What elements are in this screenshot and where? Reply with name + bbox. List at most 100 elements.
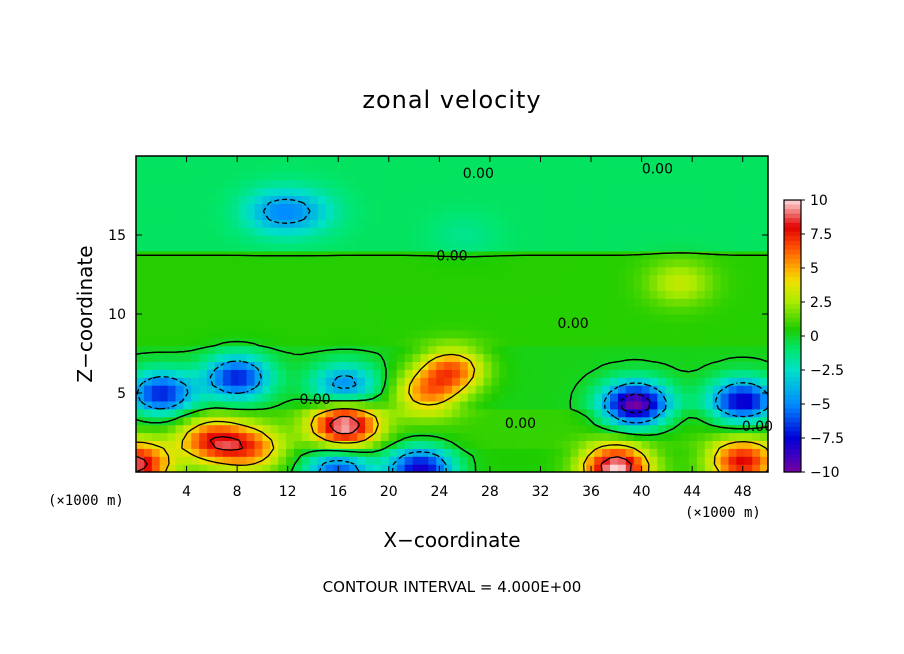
heatmap-cell [625, 211, 635, 220]
heatmap-cell [744, 448, 753, 457]
heatmap-cell [388, 361, 398, 370]
heatmap-cell [191, 266, 200, 276]
heatmap-cell [760, 242, 768, 252]
heatmap-cell [365, 235, 374, 244]
heatmap-cell [728, 211, 737, 220]
heatmap-cell [349, 424, 358, 434]
heatmap-cell [689, 385, 698, 394]
heatmap-cell [333, 314, 342, 323]
heatmap-cell [444, 440, 453, 449]
heatmap-cell [491, 250, 500, 260]
heatmap-cell [538, 377, 548, 386]
heatmap-cell [594, 314, 603, 323]
heatmap-cell [538, 440, 548, 449]
heatmap-cell [523, 456, 532, 465]
heatmap-cell [262, 329, 271, 339]
heatmap-cell [420, 227, 429, 236]
heatmap-cell [246, 266, 256, 276]
heatmap-cell [467, 290, 477, 299]
heatmap-cell [207, 274, 216, 283]
colorbar-segment [784, 336, 801, 342]
heatmap-cell [183, 306, 192, 315]
heatmap-cell [388, 321, 398, 331]
heatmap-cell [649, 329, 658, 339]
heatmap-cell [467, 227, 477, 236]
heatmap-cell [428, 298, 437, 307]
heatmap-cell [578, 416, 587, 426]
contour-label: 0.00 [300, 392, 331, 408]
x-axis: 4 8 12 16 20 24 28 32 36 40 44 48 [182, 156, 752, 500]
heatmap-cell [301, 464, 311, 472]
heatmap-cell [262, 203, 271, 212]
heatmap-cell [641, 203, 651, 212]
heatmap-cell [380, 282, 390, 291]
heatmap-cell [230, 400, 240, 410]
heatmap-cell [586, 361, 595, 370]
heatmap-cell [649, 369, 658, 378]
heatmap-cell [665, 456, 674, 465]
heatmap-cell [341, 258, 350, 268]
heatmap-cell [459, 400, 469, 410]
heatmap-cell [665, 377, 674, 386]
heatmap-cell [191, 227, 200, 236]
heatmap-cell [752, 416, 761, 426]
heatmap-cell [720, 290, 730, 299]
heatmap-cell [681, 266, 690, 276]
heatmap-cell [412, 361, 421, 370]
heatmap-cell [262, 163, 271, 173]
heatmap-cell [586, 298, 595, 307]
heatmap-cell [459, 179, 469, 189]
heatmap-cell [562, 242, 572, 252]
heatmap-cell [594, 242, 603, 252]
heatmap-cell [602, 179, 611, 189]
heatmap-cell [499, 321, 508, 331]
heatmap-cell [341, 298, 350, 307]
heatmap-cell [207, 424, 216, 434]
heatmap-cell [143, 440, 153, 449]
heatmap-cell [704, 195, 714, 204]
heatmap-cell [562, 321, 572, 331]
heatmap-cell [641, 250, 651, 260]
heatmap-cell [617, 195, 627, 204]
heatmap-cell [681, 329, 690, 339]
heatmap-cell [420, 377, 429, 386]
heatmap-cell [736, 242, 745, 252]
heatmap-cell [222, 345, 232, 355]
heatmap-cell [396, 385, 406, 394]
heatmap-cell [412, 456, 421, 465]
heatmap-cell [475, 242, 485, 252]
heatmap-cell [554, 314, 564, 323]
heatmap-cell [689, 187, 698, 197]
heatmap-cell [665, 242, 674, 252]
heatmap-cell [175, 353, 184, 362]
heatmap-cell [254, 314, 263, 323]
heatmap-cell [380, 432, 390, 441]
heatmap-cell [428, 329, 437, 339]
heatmap-cell [617, 385, 627, 394]
heatmap-cell [617, 456, 627, 465]
heatmap-cell [286, 345, 295, 355]
heatmap-cell [720, 242, 730, 252]
heatmap-cell [388, 353, 398, 362]
heatmap-cell [617, 219, 627, 228]
heatmap-cell [744, 235, 753, 244]
heatmap-cell [136, 361, 145, 370]
heatmap-cell [333, 329, 342, 339]
heatmap-cell [317, 211, 327, 220]
heatmap-cell [294, 400, 303, 410]
heatmap-cell [681, 282, 690, 291]
heatmap-cell [396, 377, 406, 386]
heatmap-cell [175, 171, 184, 181]
heatmap-cell [254, 440, 263, 449]
heatmap-cell [191, 393, 200, 402]
heatmap-cell [720, 266, 730, 276]
colorbar-segment [784, 304, 801, 310]
heatmap-cell [278, 203, 287, 212]
heatmap-cell [294, 321, 303, 331]
heatmap-cell [523, 408, 532, 418]
heatmap-cell [143, 393, 153, 402]
heatmap-cell [222, 274, 232, 283]
heatmap-cell [475, 306, 485, 315]
heatmap-cell [222, 187, 232, 197]
heatmap-cell [617, 203, 627, 212]
